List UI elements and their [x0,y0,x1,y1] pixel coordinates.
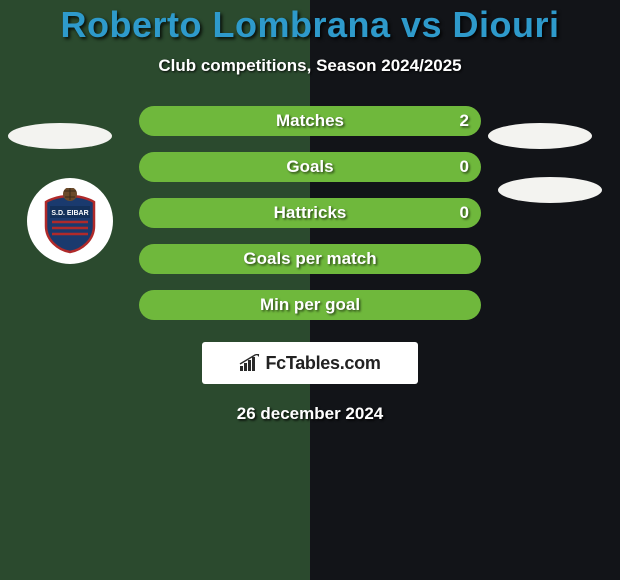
stat-label: Goals per match [243,249,376,269]
stat-right-value: 2 [460,111,469,131]
crest-text: S.D. EIBAR [51,210,88,217]
brand-box: FcTables.com [202,342,418,384]
stat-row-goals: Goals 0 [139,152,481,182]
stat-row-matches: Matches 2 [139,106,481,136]
stat-right-value: 0 [460,157,469,177]
stat-label: Min per goal [260,295,360,315]
stat-label: Goals [286,157,333,177]
stats-list: Matches 2 Goals 0 Hattricks 0 Goals per … [139,106,481,320]
brand-text: FcTables.com [265,353,380,374]
stat-label: Hattricks [274,203,347,223]
stat-row-goals-per-match: Goals per match [139,244,481,274]
chart-icon [239,354,261,372]
eibar-crest-icon: S.D. EIBAR [40,188,100,254]
stat-right-value: 0 [460,203,469,223]
stat-row-hattricks: Hattricks 0 [139,198,481,228]
club-badge: S.D. EIBAR [27,178,113,264]
subtitle: Club competitions, Season 2024/2025 [0,56,620,76]
page-title: Roberto Lombrana vs Diouri [0,4,620,46]
stat-label: Matches [276,111,344,131]
date-label: 26 december 2024 [0,404,620,424]
stat-row-min-per-goal: Min per goal [139,290,481,320]
